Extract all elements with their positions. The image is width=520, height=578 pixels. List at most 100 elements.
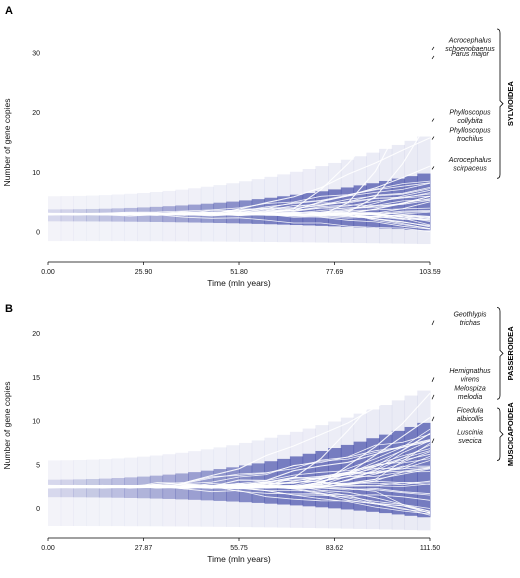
density-band-outer (98, 195, 113, 242)
species-label: Parus major (451, 51, 489, 58)
y-axis-title: Number of gene copies (2, 382, 12, 470)
density-band-outer (111, 194, 125, 242)
x-tick-label: 83.62 (326, 545, 344, 552)
x-tick-label: 27.87 (135, 545, 153, 552)
group-bracket (496, 307, 504, 400)
species-label: Acrocephalus (448, 157, 492, 164)
density-band-outer (60, 196, 74, 242)
species-label: virens (461, 377, 480, 384)
group-label: MUSCICAPOIDEA (506, 402, 515, 466)
species-leader-line (431, 55, 435, 60)
species-label: schoenobaenus (445, 46, 495, 53)
species-label: Melospiza (454, 386, 486, 393)
species-label: Luscinia (457, 429, 483, 436)
group-bracket (496, 28, 504, 179)
x-tick-label: 25.90 (135, 269, 153, 276)
density-band-outer (111, 458, 125, 527)
species-leader-line (431, 320, 435, 326)
species-leader-line (431, 136, 435, 140)
density-band-outer (137, 456, 151, 527)
density-band-outer (149, 455, 164, 527)
y-axis-title: Number of gene copies (2, 99, 12, 187)
x-tick-label: 103.59 (419, 269, 441, 276)
lineage-line (47, 180, 431, 215)
species-leader-line (431, 416, 435, 422)
group-label: PASSEROIDEA (506, 326, 515, 381)
species-label: trichas (460, 320, 481, 327)
y-tick-label: 20 (32, 331, 40, 338)
species-label: Ficedula (457, 408, 484, 415)
y-tick-label: 5 (36, 462, 40, 469)
density-band-outer (162, 454, 176, 527)
lineage-line (47, 442, 431, 489)
species-label: melodia (458, 394, 483, 401)
species-label: albicollis (457, 416, 484, 423)
x-tick-label: 111.50 (420, 545, 440, 552)
species-label: Hemignathus (449, 368, 491, 375)
density-band-outer (86, 459, 100, 527)
lineage-line (47, 212, 431, 218)
lineage-line (47, 455, 431, 489)
density-band-outer (124, 193, 138, 242)
density-band-inner (48, 479, 62, 498)
panel-b: 0 5 10 15 20 0.00 27.87 55.75 83.62 111.50 Time (m… (2, 303, 515, 564)
density-band-outer (73, 195, 87, 242)
species-label: Phylloscopus (449, 127, 491, 134)
panel-a: 0 10 20 30 0.00 25.90 51.80 77.69 103.59 Time (ml… (2, 5, 515, 288)
lineage-line (47, 467, 431, 489)
species-leader-line (431, 438, 435, 444)
species-leader-line (431, 46, 435, 51)
panel-label: B (5, 303, 13, 315)
species-leader-line (431, 166, 435, 170)
density-band-outer (60, 460, 74, 527)
y-tick-label: 0 (36, 230, 40, 237)
x-tick-label: 0.00 (41, 269, 55, 276)
species-label: Geothlypis (453, 311, 487, 318)
panel-label: A (5, 5, 13, 17)
density-band-outer (188, 451, 202, 527)
species-label: trochilus (457, 136, 484, 143)
density-band-inner (73, 209, 87, 222)
density-band-outer (48, 460, 62, 527)
density-band-outer (86, 195, 100, 242)
y-tick-label: 15 (32, 375, 40, 382)
density-band-outer (98, 459, 113, 527)
density-band-inner (73, 479, 87, 498)
y-tick-label: 0 (36, 506, 40, 513)
density-area (48, 390, 431, 531)
density-band-inner (60, 479, 74, 498)
lineage-lines (47, 320, 431, 516)
lineage-lines (47, 47, 431, 232)
species-leader-line (431, 118, 435, 122)
species-label: svecica (458, 438, 481, 445)
species-label: Acrocephalus (448, 38, 492, 45)
y-tick-label: 20 (32, 110, 40, 117)
x-tick-label: 51.80 (230, 269, 248, 276)
species-label: collybita (457, 118, 482, 125)
group-label: SYLVIOIDEA (506, 81, 515, 126)
density-band-outer (73, 460, 87, 527)
y-tick-label: 10 (32, 170, 40, 177)
x-tick-label: 77.69 (326, 269, 344, 276)
x-tick-label: 0.00 (41, 545, 55, 552)
density-band-inner (60, 209, 74, 222)
density-band-outer (124, 457, 138, 527)
species-label: scirpaceus (453, 166, 487, 173)
density-band-inner (379, 434, 393, 514)
density-band-outer (137, 192, 151, 242)
x-axis-title: Time (mln years) (207, 278, 271, 288)
species-leader-line (431, 394, 435, 400)
density-band-outer (175, 452, 189, 527)
group-bracket (496, 407, 504, 461)
density-band-outer (48, 196, 62, 242)
x-axis-title: Time (mln years) (207, 554, 271, 564)
species-leader-line (431, 377, 435, 382)
density-band-outer (149, 192, 164, 242)
lineage-line (47, 212, 431, 232)
species-label: Phylloscopus (449, 109, 491, 116)
y-tick-label: 30 (32, 50, 40, 57)
density-band-inner (48, 209, 62, 222)
x-tick-label: 55.75 (230, 545, 248, 552)
y-tick-label: 10 (32, 419, 40, 426)
